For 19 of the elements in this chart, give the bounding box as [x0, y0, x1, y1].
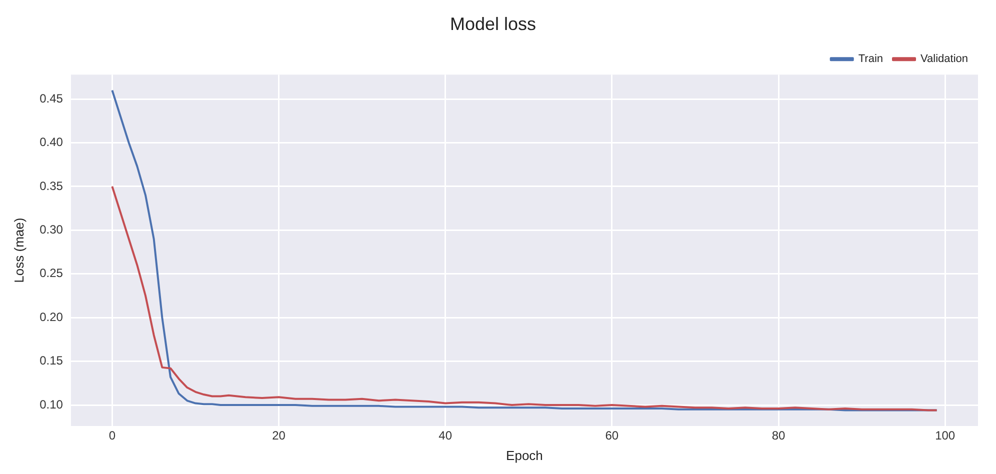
y-tick-label: 0.30: [40, 222, 64, 237]
y-tick-label: 0.25: [40, 266, 64, 280]
x-tick-label: 40: [438, 428, 452, 443]
y-axis-title: Loss (mae): [11, 218, 26, 283]
y-tick-label: 0.35: [40, 178, 64, 193]
y-tick-label: 0.40: [40, 135, 64, 150]
y-tick-label: 0.10: [40, 397, 64, 412]
y-tick-label: 0.15: [40, 354, 64, 368]
chart-title: Model loss: [450, 14, 536, 34]
x-tick-label: 100: [935, 428, 956, 443]
x-tick-label: 0: [108, 428, 116, 443]
y-tick-label: 0.20: [40, 310, 64, 324]
legend-label: Train: [858, 53, 884, 66]
legend-label: Validation: [920, 53, 968, 66]
x-tick-label: 60: [605, 428, 619, 443]
x-tick-label: 20: [272, 428, 286, 443]
x-tick-label: 80: [772, 428, 786, 443]
y-tick-label: 0.45: [40, 91, 64, 106]
x-axis-title: Epoch: [506, 448, 543, 463]
